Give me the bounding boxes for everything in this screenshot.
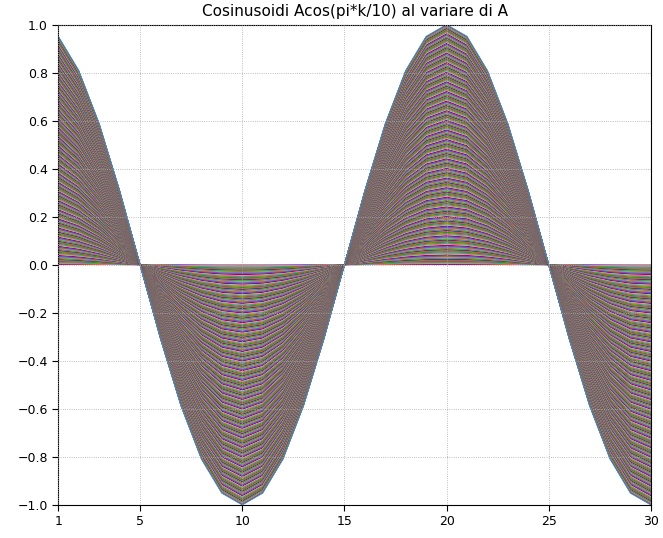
Title: Cosinusoidi Acos(pi*k/10) al variare di A: Cosinusoidi Acos(pi*k/10) al variare di … <box>202 4 508 19</box>
